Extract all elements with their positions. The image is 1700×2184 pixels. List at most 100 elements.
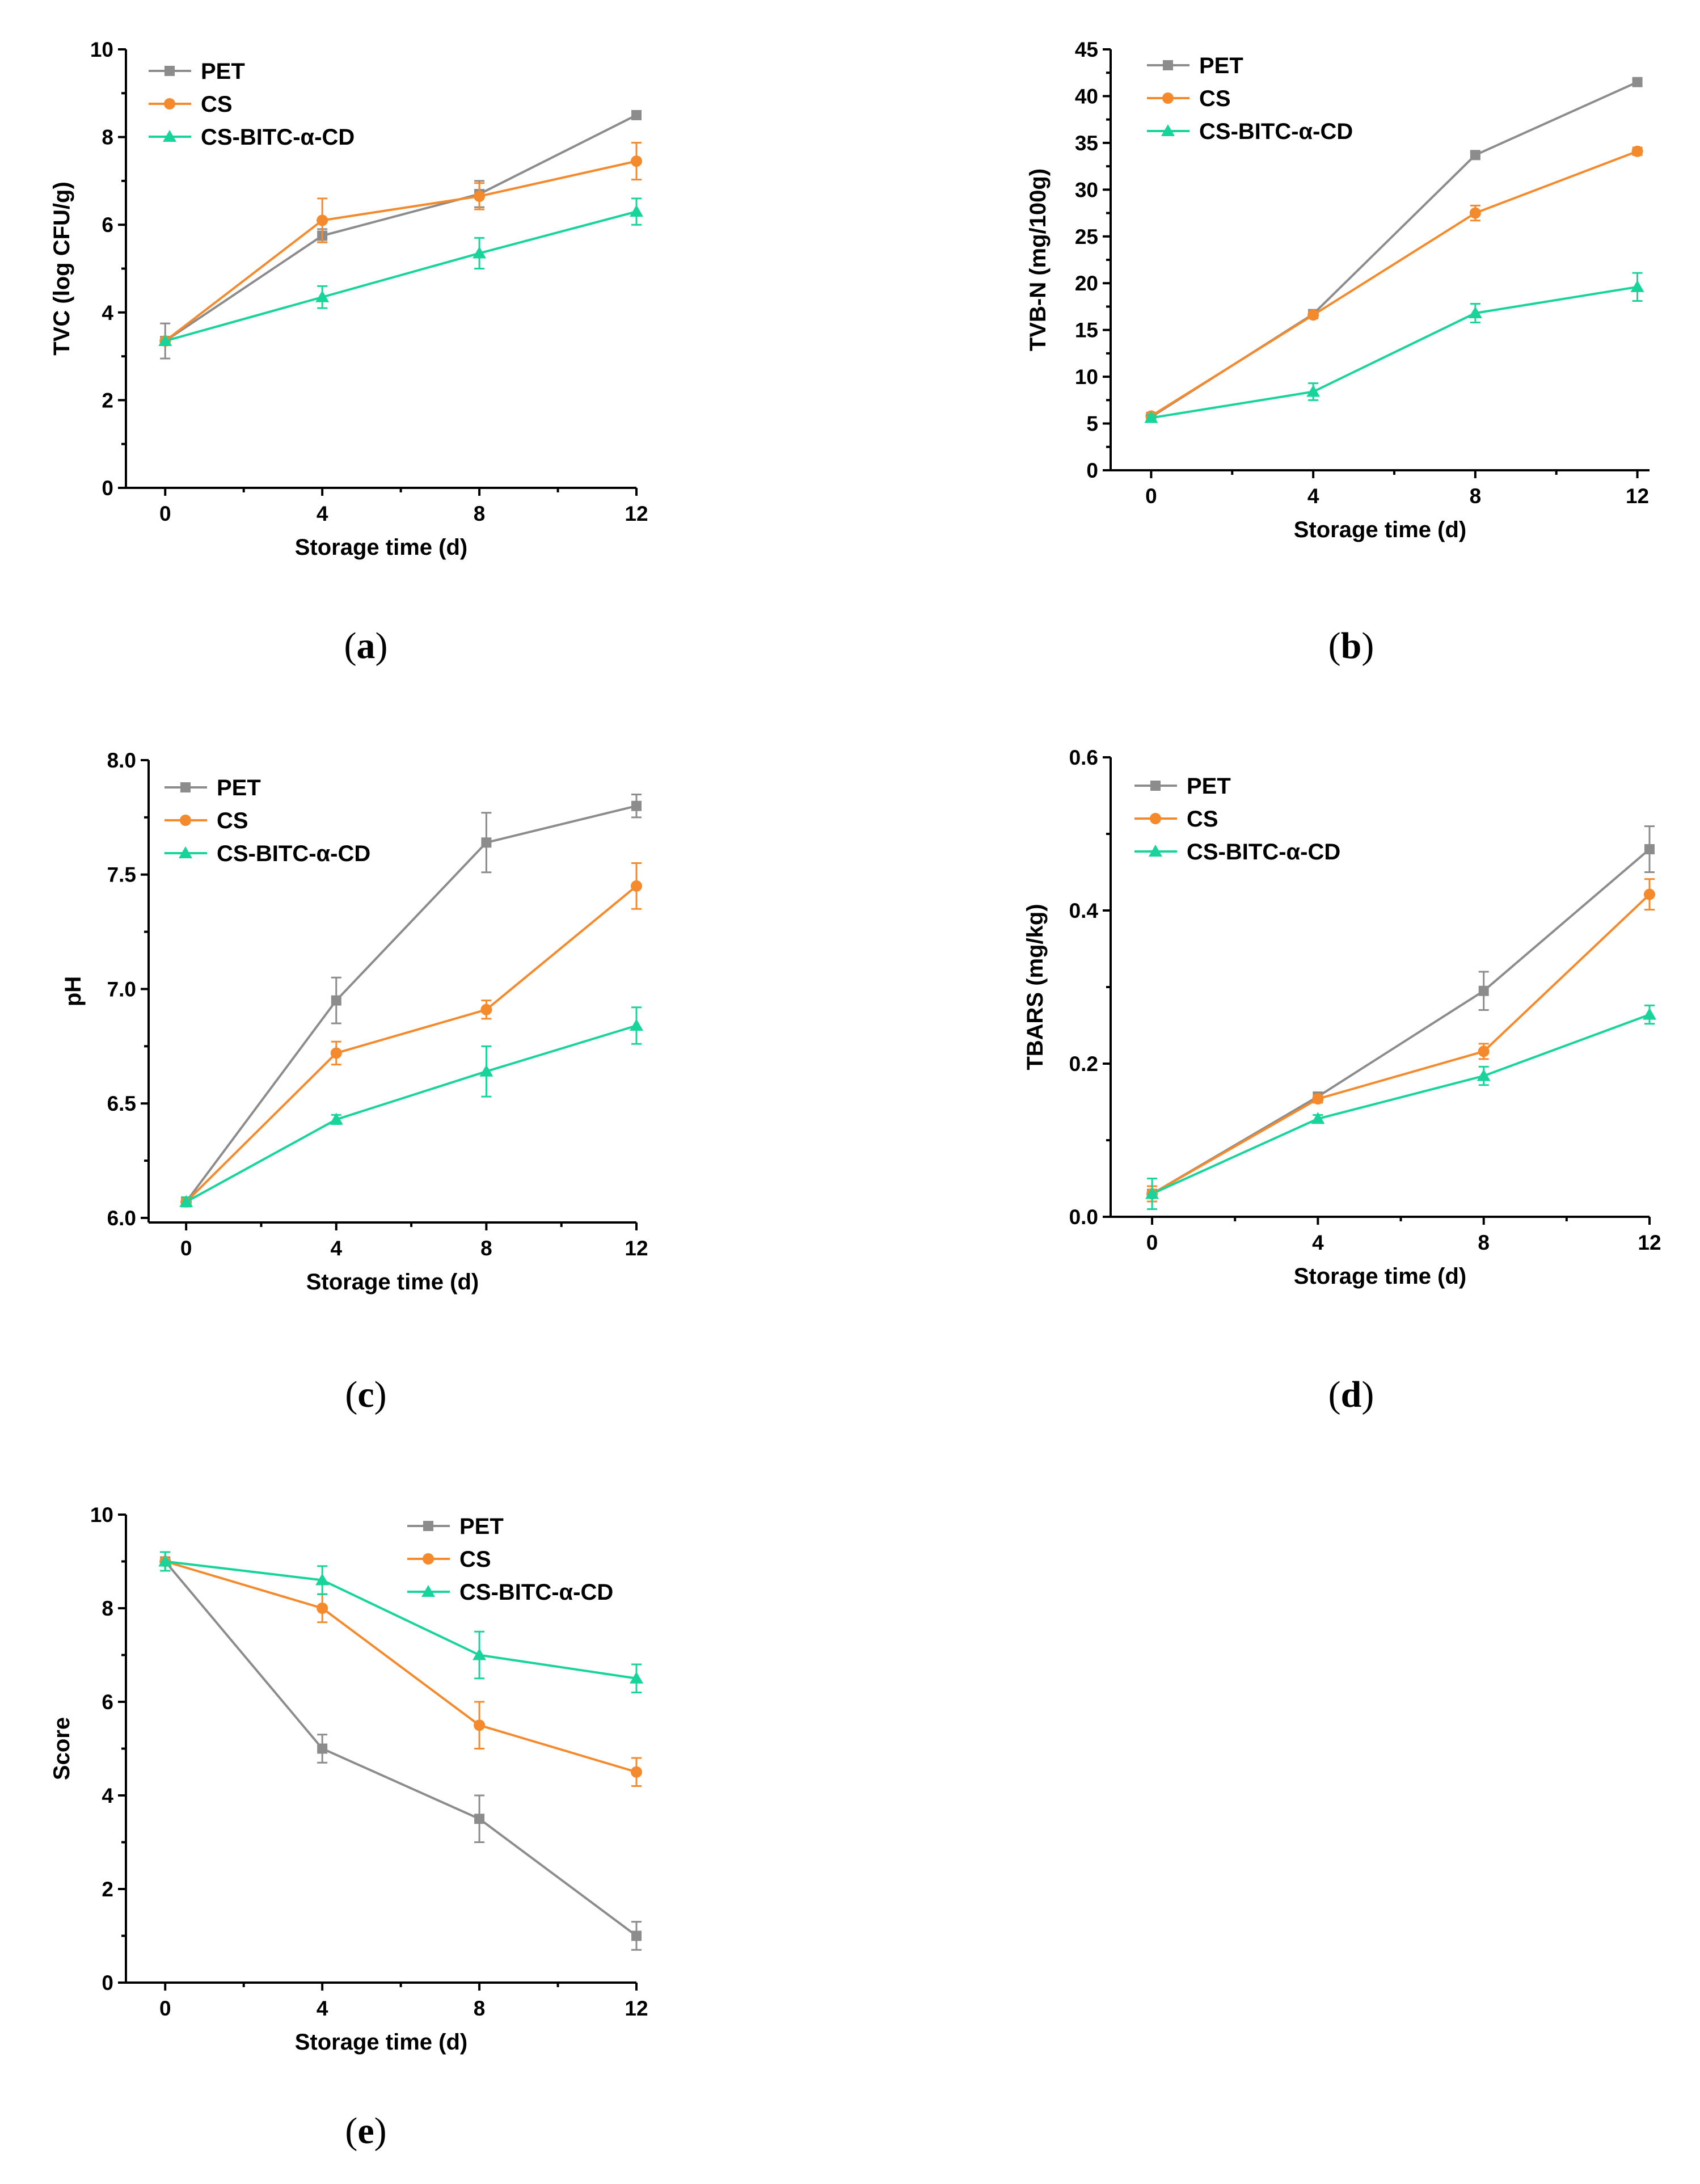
legend: PET CS CS-BITC-α-CD (1147, 53, 1353, 144)
data-point (1145, 1187, 1159, 1199)
data-point (1478, 985, 1489, 996)
y-tick-label: 4 (102, 1784, 113, 1807)
y-tick-label: 40 (1075, 85, 1098, 108)
x-axis-title: Storage time (d) (295, 2030, 467, 2055)
data-point (479, 1064, 493, 1077)
legend-marker (421, 1585, 435, 1597)
legend-marker (1150, 813, 1161, 824)
y-tick-label: 8 (102, 1597, 113, 1620)
data-point (330, 1047, 342, 1059)
x-axis-title: Storage time (d) (1294, 517, 1466, 542)
legend-marker (1162, 92, 1174, 104)
data-point (631, 109, 642, 120)
y-tick-label: 30 (1075, 178, 1098, 201)
series-line (164, 114, 637, 342)
legend-label: CS-BITC-α-CD (1199, 119, 1353, 144)
legend-label: CS (217, 808, 248, 833)
chart-d: 0.0 0.2 0.4 0.6 0 4 8 12 Storage time (d) TBARS (… (1023, 746, 1661, 1415)
series-CS (159, 142, 642, 347)
y-axis-title: Score (49, 1717, 74, 1780)
y-tick-label: 4 (102, 301, 113, 324)
data-point (630, 1671, 643, 1684)
series-line (164, 210, 637, 342)
y-tick-label: 0.2 (1069, 1052, 1098, 1076)
series-line (185, 885, 638, 1203)
data-point (631, 880, 642, 892)
data-point (1468, 306, 1482, 318)
data-point (315, 290, 330, 302)
y-tick-label: 0.0 (1069, 1205, 1098, 1229)
y-tick-label: 2 (102, 389, 113, 412)
data-point (631, 1766, 642, 1778)
panel-caption: (c) (345, 1374, 386, 1415)
data-point (179, 1195, 193, 1207)
data-point (1644, 844, 1655, 854)
legend-marker (1161, 124, 1175, 136)
legend-label: PET (459, 1514, 504, 1539)
x-tick-label: 12 (625, 1237, 648, 1260)
legend-label: CS-BITC-α-CD (1187, 840, 1340, 865)
data-point (329, 1112, 343, 1125)
y-tick-label: 6.0 (107, 1207, 136, 1230)
data-point (473, 246, 487, 259)
x-tick-label: 8 (1478, 1231, 1490, 1254)
series-line (185, 1024, 637, 1203)
data-point (1477, 1069, 1491, 1081)
y-tick-label: 2 (102, 1878, 113, 1901)
legend-label: CS (1187, 807, 1218, 832)
data-point (158, 334, 172, 347)
data-point (473, 1648, 487, 1660)
data-point (317, 1743, 328, 1754)
y-tick-label: 0 (102, 477, 113, 500)
legend-marker (180, 815, 191, 826)
data-point (480, 1004, 492, 1015)
x-tick-label: 8 (474, 1997, 486, 2020)
y-tick-label: 45 (1075, 38, 1098, 61)
data-point (331, 995, 341, 1006)
x-axis-title: Storage time (d) (306, 1270, 479, 1295)
series-line (1151, 1013, 1650, 1195)
y-tick-label: 8.0 (107, 749, 136, 772)
x-tick-label: 4 (317, 1997, 328, 2020)
y-tick-label: 10 (90, 38, 113, 61)
panel-caption: (a) (344, 625, 388, 667)
y-tick-label: 10 (90, 1503, 113, 1527)
data-point (158, 1554, 172, 1567)
y-tick-label: 20 (1075, 272, 1098, 295)
data-point (1306, 385, 1321, 397)
y-tick-label: 0.4 (1069, 899, 1099, 922)
data-point (1644, 888, 1655, 900)
data-point (1307, 309, 1319, 321)
data-point (315, 1573, 330, 1586)
data-point (631, 1930, 642, 1941)
series-CS-BITC-α-CD (158, 1551, 643, 1693)
x-tick-label: 12 (625, 502, 648, 525)
chart-e: 0 2 4 6 8 10 0 4 8 12 Storage time (d) Score PET CS CS… (49, 1503, 648, 2152)
legend: PET CS CS-BITC-α-CD (1134, 774, 1340, 865)
series-line (1151, 848, 1651, 1195)
x-tick-label: 0 (1145, 484, 1157, 508)
y-tick-label: 8 (102, 126, 113, 149)
y-axis-title: TVB-N (mg/100g) (1026, 168, 1051, 351)
data-point (630, 205, 643, 217)
data-point (481, 837, 492, 848)
series-line (1151, 285, 1638, 419)
series-line (185, 804, 637, 1203)
legend-marker (1163, 60, 1173, 70)
x-tick-label: 4 (1312, 1231, 1324, 1254)
chart-c: 6.0 6.5 7.0 7.5 8.0 0 4 8 12 Storage time (d) pH PE… (61, 749, 648, 1415)
chart-b: 0 5 10 15 20 25 30 35 40 45 0 4 8 12 Storage time (d) T… (1026, 38, 1650, 667)
x-tick-label: 12 (1638, 1231, 1661, 1254)
y-tick-label: 0.6 (1069, 746, 1098, 769)
x-tick-label: 4 (330, 1237, 342, 1260)
panel-caption: (e) (345, 2110, 386, 2152)
legend-marker (1150, 781, 1161, 791)
data-point (317, 214, 328, 226)
x-tick-label: 0 (1146, 1231, 1158, 1254)
y-tick-label: 7.0 (107, 977, 136, 1001)
legend-label: CS-BITC-α-CD (459, 1580, 613, 1605)
data-point (1469, 207, 1481, 219)
legend-marker (423, 1553, 434, 1565)
series-CS-BITC-α-CD (179, 1006, 643, 1208)
